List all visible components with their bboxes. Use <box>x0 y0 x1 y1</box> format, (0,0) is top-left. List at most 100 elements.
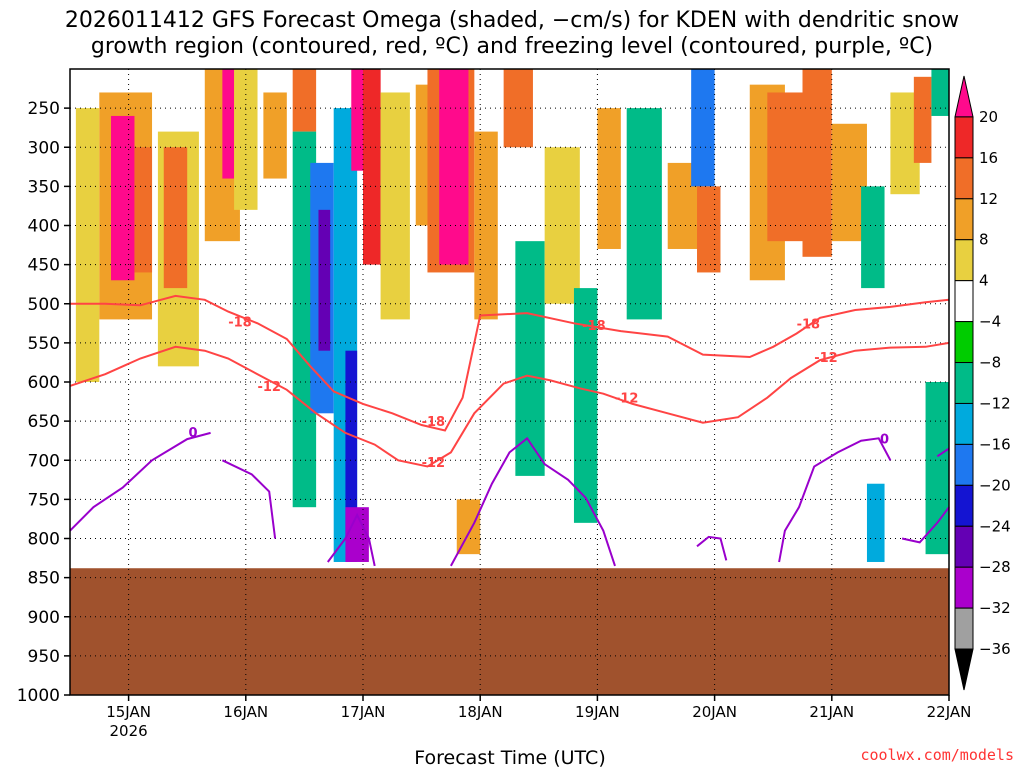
omega-cell <box>697 186 721 273</box>
colorbar-label: 8 <box>979 231 989 249</box>
x-tick-label: 17JAN <box>341 703 386 721</box>
freezing-level-contour-line <box>69 431 211 532</box>
y-axis: 250 300 350 400 450 500 550 600 650 700 750 800 850 9… <box>17 99 70 706</box>
omega-cell <box>866 483 885 562</box>
y-tick-label: 1000 <box>17 686 60 706</box>
colorbar-swatch <box>954 362 974 404</box>
colorbar-label: −20 <box>979 476 1011 494</box>
omega-cell <box>474 131 498 320</box>
y-tick-label: 700 <box>28 451 60 471</box>
omega-cell <box>503 69 533 148</box>
x-tick-label: 19JAN <box>575 703 620 721</box>
x-tick-label: 20JAN <box>692 703 737 721</box>
dgz-top-contour-label: -18 <box>422 415 446 430</box>
colorbar-swatch <box>954 116 974 159</box>
omega-cell <box>456 499 481 555</box>
freezing-level-contour-line <box>936 447 950 458</box>
chart-title-line-2: growth region (contoured, red, ºC) and f… <box>91 34 933 59</box>
omega-cell <box>75 108 100 382</box>
y-tick-label: 850 <box>28 569 60 589</box>
x-tick-label: 21JAN <box>809 703 854 721</box>
omega-cell <box>544 147 580 304</box>
omega-cell <box>380 92 410 320</box>
contours: -18 -18 -18 -18 -12 -12 -12 -12 0 0 <box>69 294 950 567</box>
x-tick-sublabel: 2026 <box>110 722 148 740</box>
x-tick-label: 18JAN <box>458 703 503 721</box>
omega-cell <box>318 209 331 351</box>
y-tick-label: 500 <box>28 295 60 315</box>
colorbar-swatch <box>954 321 974 364</box>
freezing-level-contour-label: 0 <box>189 426 198 441</box>
omega-cell <box>626 108 662 320</box>
freezing-level-contour-line <box>326 512 376 567</box>
y-tick-label: 750 <box>28 490 60 510</box>
colorbar-label: −28 <box>979 558 1011 576</box>
y-tick-label: 950 <box>28 647 60 667</box>
x-tick-label: 15JAN <box>106 703 151 721</box>
y-tick-label: 350 <box>28 177 60 197</box>
x-tick-label: 16JAN <box>223 703 268 721</box>
omega-cell <box>931 69 949 116</box>
omega-cell <box>439 69 469 265</box>
freezing-level-contour-line <box>901 506 950 544</box>
colorbar-label: −12 <box>979 394 1011 412</box>
colorbar-label: 4 <box>979 272 989 290</box>
colorbar-label: −32 <box>979 599 1011 617</box>
omega-cell <box>345 350 358 539</box>
omega-cell <box>691 69 715 187</box>
y-tick-label: 650 <box>28 412 60 432</box>
omega-cell <box>597 108 621 249</box>
colorbar-swatch <box>954 648 974 691</box>
y-tick-label: 300 <box>28 138 60 158</box>
colorbar-label: −16 <box>979 435 1011 453</box>
omega-cell <box>363 69 381 265</box>
freezing-level-contour-line <box>450 436 616 567</box>
colorbar-label: −4 <box>979 313 1001 331</box>
omega-cell <box>111 115 135 281</box>
y-tick-label: 450 <box>28 256 60 276</box>
colorbar-swatch <box>954 198 974 241</box>
dgz-top-contour-label: -18 <box>228 316 252 331</box>
colorbar-swatch <box>954 443 974 486</box>
y-tick-label: 900 <box>28 608 60 628</box>
colorbar-swatch <box>954 280 974 323</box>
colorbar-swatch <box>954 157 974 200</box>
colorbar-swatch <box>954 484 974 527</box>
omega-cell <box>292 69 317 132</box>
colorbar-swatch <box>954 607 974 650</box>
dgz-bottom-contour-label: -12 <box>615 392 639 407</box>
colorbar-swatch <box>954 566 974 609</box>
y-tick-label: 800 <box>28 530 60 550</box>
y-tick-label: 400 <box>28 217 60 237</box>
y-tick-label: 600 <box>28 373 60 393</box>
omega-cell <box>163 147 188 289</box>
y-tick-label: 250 <box>28 99 60 119</box>
dgz-bottom-contour-label: -12 <box>257 380 281 395</box>
dgz-bottom-contour-line <box>69 341 950 468</box>
dgz-top-contour-line <box>70 294 950 432</box>
x-tick-label: 22JAN <box>927 703 972 721</box>
terrain-ground <box>70 568 949 695</box>
omega-cell <box>134 147 153 273</box>
colorbar-swatch <box>954 402 974 445</box>
dgz-bottom-contour-label: -12 <box>422 456 446 471</box>
colorbar-swatch <box>954 239 974 282</box>
freezing-level-contour-line <box>221 459 277 539</box>
omega-cell <box>925 382 949 555</box>
chart-title-line-1: 2026011412 GFS Forecast Omega (shaded, −… <box>65 8 959 33</box>
omega-cell <box>222 69 235 179</box>
omega-cell <box>802 69 832 257</box>
freezing-level-contour-line <box>696 535 728 561</box>
colorbar: 20 16 12 8 4 −4 −8 −12 −16 −20 −24 −28 −32 −36 <box>954 75 1011 691</box>
credit-text[interactable]: coolwx.com/models <box>860 746 1014 764</box>
dgz-top-contour-label: -18 <box>582 319 606 334</box>
omega-cell <box>263 92 287 179</box>
colorbar-label: −36 <box>979 640 1011 658</box>
colorbar-swatch <box>954 525 974 568</box>
colorbar-label: 16 <box>979 149 998 167</box>
x-axis-title: Forecast Time (UTC) <box>414 747 605 768</box>
omega-cell <box>861 186 885 289</box>
freezing-level-contour-line <box>778 437 892 563</box>
